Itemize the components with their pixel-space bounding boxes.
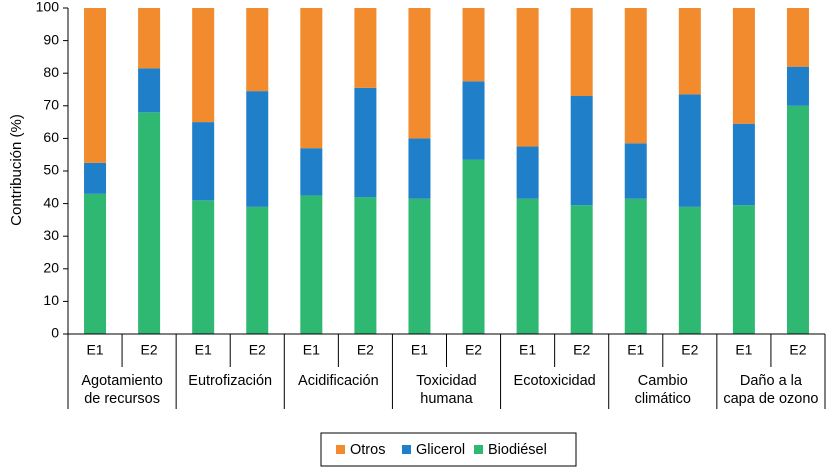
y-tick-label-100: 100 <box>36 0 60 15</box>
bar-biodi-sel-5 <box>300 195 323 334</box>
bar-biodi-sel-12 <box>678 206 701 334</box>
bar-otros-9 <box>516 8 539 147</box>
legend-swatch-otros <box>336 445 345 454</box>
x-group-label-7-line-2: capa de ozono <box>723 391 818 407</box>
bar-biodi-sel-13 <box>732 205 755 334</box>
x-group-label-2-line-1: Eutrofización <box>188 373 272 389</box>
x-category-label-12: E2 <box>681 342 698 358</box>
x-group-label-4-line-1: Toxicidad <box>416 373 476 389</box>
bar-biodi-sel-7 <box>408 198 431 334</box>
x-category-label-11: E1 <box>627 342 644 358</box>
bar-otros-8 <box>462 8 485 82</box>
bar-glicerol-12 <box>678 94 701 207</box>
bar-otros-14 <box>786 8 809 67</box>
bar-otros-12 <box>678 8 701 95</box>
x-group-label-5-line-1: Ecotoxicidad <box>514 373 596 389</box>
x-category-label-4: E2 <box>249 342 266 358</box>
legend-label-otros: Otros <box>350 442 385 458</box>
x-category-label-8: E2 <box>465 342 482 358</box>
x-category-label-14: E2 <box>789 342 806 358</box>
x-group-label-1-line-1: Agotamiento <box>81 373 162 389</box>
bar-biodi-sel-1 <box>84 193 107 334</box>
y-tick-label-0: 0 <box>51 325 59 341</box>
bar-glicerol-9 <box>516 146 539 199</box>
x-group-label-3-line-1: Acidificación <box>298 373 379 389</box>
y-tick-label-60: 60 <box>43 129 59 145</box>
x-category-label-2: E2 <box>141 342 158 358</box>
bar-otros-3 <box>192 8 215 123</box>
y-tick-label-10: 10 <box>43 292 59 308</box>
x-group-label-6-line-1: Cambio <box>638 373 688 389</box>
x-category-label-6: E2 <box>357 342 374 358</box>
y-axis-label: Contribución (%) <box>8 114 25 226</box>
x-category-label-3: E1 <box>195 342 212 358</box>
bar-biodi-sel-8 <box>462 159 485 334</box>
bar-biodi-sel-2 <box>138 112 161 334</box>
legend: Otros Glicerol Biodiésel <box>320 432 577 467</box>
x-group-label-4-line-2: humana <box>420 391 473 407</box>
bar-otros-13 <box>732 8 755 124</box>
bar-glicerol-13 <box>732 123 755 206</box>
y-tick-label-70: 70 <box>43 97 59 113</box>
bar-glicerol-8 <box>462 81 485 160</box>
axes-layer: 0 10 20 30 40 50 60 70 80 90 100 E1 E2 E1 E2 E1 E2 E1 E2 E1… <box>36 0 826 409</box>
bar-glicerol-3 <box>192 122 215 201</box>
y-tick-label-50: 50 <box>43 162 59 178</box>
bar-glicerol-4 <box>246 91 269 207</box>
bar-glicerol-11 <box>624 143 647 199</box>
bar-biodi-sel-14 <box>786 105 809 334</box>
legend-box <box>320 432 577 467</box>
bar-glicerol-7 <box>408 138 431 199</box>
bar-glicerol-5 <box>300 148 323 196</box>
bar-biodi-sel-4 <box>246 206 269 334</box>
y-tick-label-90: 90 <box>43 31 59 47</box>
legend-label-glicerol: Glicerol <box>416 442 465 458</box>
x-category-label-13: E1 <box>735 342 752 358</box>
x-group-label-6-line-2: climático <box>635 391 691 407</box>
bar-otros-2 <box>138 8 161 69</box>
bar-otros-5 <box>300 8 323 149</box>
x-group-label-1-line-2: de recursos <box>84 391 160 407</box>
legend-swatch-glicerol <box>402 445 411 454</box>
bar-glicerol-2 <box>138 68 161 113</box>
bars-layer <box>84 8 809 334</box>
y-tick-label-30: 30 <box>43 227 59 243</box>
bar-otros-1 <box>84 8 107 163</box>
x-category-label-10: E2 <box>573 342 590 358</box>
bar-biodi-sel-6 <box>354 197 377 334</box>
x-category-label-1: E1 <box>86 342 103 358</box>
bar-biodi-sel-10 <box>570 205 593 334</box>
bar-biodi-sel-11 <box>624 198 647 334</box>
y-tick-label-20: 20 <box>43 260 59 276</box>
bar-otros-4 <box>246 8 269 92</box>
y-tick-label-40: 40 <box>43 194 59 210</box>
bar-glicerol-10 <box>570 96 593 206</box>
bar-glicerol-6 <box>354 87 377 198</box>
bar-glicerol-1 <box>84 162 107 194</box>
bar-otros-11 <box>624 8 647 144</box>
y-tick-label-80: 80 <box>43 64 59 80</box>
legend-swatch-biodi-sel <box>474 445 483 454</box>
legend-label-biodi-sel: Biodiésel <box>488 442 547 458</box>
bar-otros-7 <box>408 8 431 139</box>
bar-biodi-sel-9 <box>516 198 539 334</box>
x-category-label-9: E1 <box>519 342 536 358</box>
bar-otros-10 <box>570 8 593 97</box>
bar-otros-6 <box>354 8 377 88</box>
x-category-label-7: E1 <box>411 342 428 358</box>
x-category-label-5: E1 <box>303 342 320 358</box>
bar-biodi-sel-3 <box>192 200 215 334</box>
bar-glicerol-14 <box>786 66 809 106</box>
x-group-label-7-line-1: Daño a la <box>740 373 803 389</box>
